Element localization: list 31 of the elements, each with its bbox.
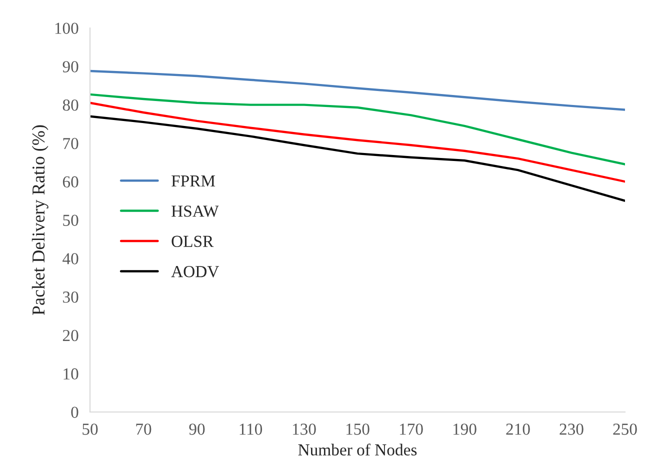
line-series [90,115,625,202]
y-tick-label: 30 [63,292,78,303]
x-tick-label: 210 [506,424,530,435]
legend-label: OLSR [172,236,214,248]
y-tick-label: 70 [63,138,78,150]
x-tick-label: 170 [400,424,423,435]
y-tick-label: 40 [62,253,78,264]
line-series [90,70,625,111]
x-axis-title: Number of Nodes [298,444,417,456]
y-tick-label: 50 [63,214,78,226]
legend-label: FPRM [172,176,216,186]
y-tick-label: 60 [62,176,78,188]
y-tick-label: 0 [71,406,78,418]
y-axis-title: Packet Delivery Ratio (%) [32,125,48,315]
y-tick-label: 80 [62,100,78,111]
x-tick-label: 50 [82,424,98,435]
y-tick-label: 20 [62,330,78,342]
x-tick-label: 250 [613,424,637,435]
line-series [90,93,625,166]
y-tick-label: 10 [64,368,78,380]
x-tick-label: 90 [189,424,205,435]
x-tick-label: 130 [292,424,316,435]
y-tick-label: 100 [55,22,78,34]
x-tick-label: 190 [453,424,476,435]
x-tick-label: 110 [240,424,262,435]
legend-label: AODV [171,266,220,278]
x-tick-label: 70 [136,424,152,435]
x-tick-label: 150 [346,424,370,435]
x-tick-label: 230 [560,424,584,435]
legend-label: HSAW [172,206,219,217]
y-tick-label: 90 [62,61,78,72]
